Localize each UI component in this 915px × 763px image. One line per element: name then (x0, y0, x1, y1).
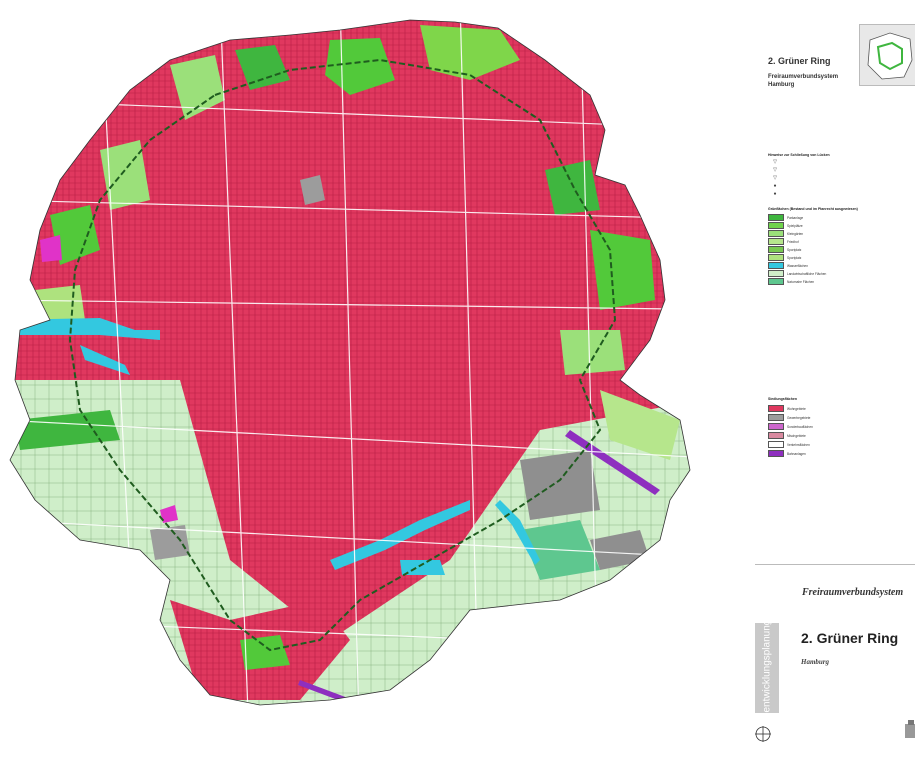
green-swatch (768, 222, 784, 229)
settlement-label: Bahnanlagen (787, 451, 806, 456)
legend-symbol-row: ▽ (773, 166, 777, 173)
map-legend: 2. Grüner Ring Freiraumverbundsystem Ham… (755, 0, 915, 763)
green-label: Sportplatz (787, 255, 802, 260)
settlement-label: Sonderbauflächen (787, 424, 813, 429)
legend-section-settlement: Siedlungsflächen (768, 397, 797, 401)
green-swatch (768, 254, 784, 261)
settlement-label: Wohngebiete (787, 406, 806, 411)
legend-title: 2. Grüner Ring (768, 56, 831, 66)
department-sidebar: entwicklungsplanung (755, 620, 779, 713)
green-legend-item: Naturnahe Flächen (768, 278, 815, 285)
green-legend-item: Sportplatz (768, 246, 802, 253)
legend-symbol-row: ● (773, 182, 777, 189)
settlement-swatch (768, 423, 784, 430)
settlement-legend-item: Wohngebiete (768, 405, 806, 412)
green-label: Spielplätze (787, 223, 803, 228)
city-label: Hamburg (801, 658, 830, 666)
green-legend-item: Friedhof (768, 238, 799, 245)
green-label: Kleingärten (787, 231, 804, 236)
legend-divider (755, 564, 915, 565)
settlement-label: Gewerbegebiete (787, 415, 811, 420)
settlement-legend-item: Mischgebiete (768, 432, 806, 439)
big-title: 2. Grüner Ring (801, 630, 899, 646)
green-legend-item: Parkanlage (768, 214, 804, 221)
green-label: Naturnahe Flächen (787, 279, 815, 284)
green-legend-item: Spielplätze (768, 222, 803, 229)
settlement-swatch (768, 450, 784, 457)
green-swatch (768, 270, 784, 277)
green-swatch (768, 230, 784, 237)
green-legend-item: Landwirtschaftliche Flächen (768, 270, 827, 277)
green-swatch (768, 246, 784, 253)
settlement-label: Mischgebiete (787, 433, 806, 438)
legend-symbol-row: ● (773, 190, 777, 197)
green-legend-item: Kleingärten (768, 230, 804, 237)
green-label: Sportplatz (787, 247, 802, 252)
green-legend-item: Wasserflächen (768, 262, 808, 269)
legend-section-gaps: Hinweise zur Schließung von Lücken (768, 153, 830, 157)
settlement-swatch (768, 432, 784, 439)
green-ring-map (9, 19, 691, 706)
green-swatch (768, 262, 784, 269)
green-label: Friedhof (787, 239, 799, 244)
legend-section-green: Grünflächen (Bestand und im Planrecht au… (768, 207, 858, 211)
city-logo-icon (905, 720, 915, 738)
overview-map (859, 24, 915, 86)
settlement-swatch (768, 441, 784, 448)
settlement-legend-item: Bahnanlagen (768, 450, 806, 457)
settlement-swatch (768, 405, 784, 412)
green-swatch (768, 214, 784, 221)
green-label: Parkanlage (787, 215, 804, 220)
green-legend-item: Sportplatz (768, 254, 802, 261)
green-label: Landwirtschaftliche Flächen (787, 271, 827, 276)
settlement-legend-item: Sonderbauflächen (768, 423, 813, 430)
green-label: Wasserflächen (787, 263, 808, 268)
bottom-title: Freiraumverbundsystem (802, 587, 904, 598)
green-swatch (768, 238, 784, 245)
settlement-swatch (768, 414, 784, 421)
green-swatch (768, 278, 784, 285)
legend-subtitle: Freiraumverbundsystem Hamburg (768, 74, 839, 88)
legend-symbol-row: ▽ (773, 158, 777, 165)
settlement-label: Verkehrsflächen (787, 442, 810, 447)
north-arrow-icon (755, 726, 771, 742)
legend-symbol-row: ▽ (773, 174, 777, 181)
settlement-legend-item: Gewerbegebiete (768, 414, 811, 421)
settlement-legend-item: Verkehrsflächen (768, 441, 810, 448)
